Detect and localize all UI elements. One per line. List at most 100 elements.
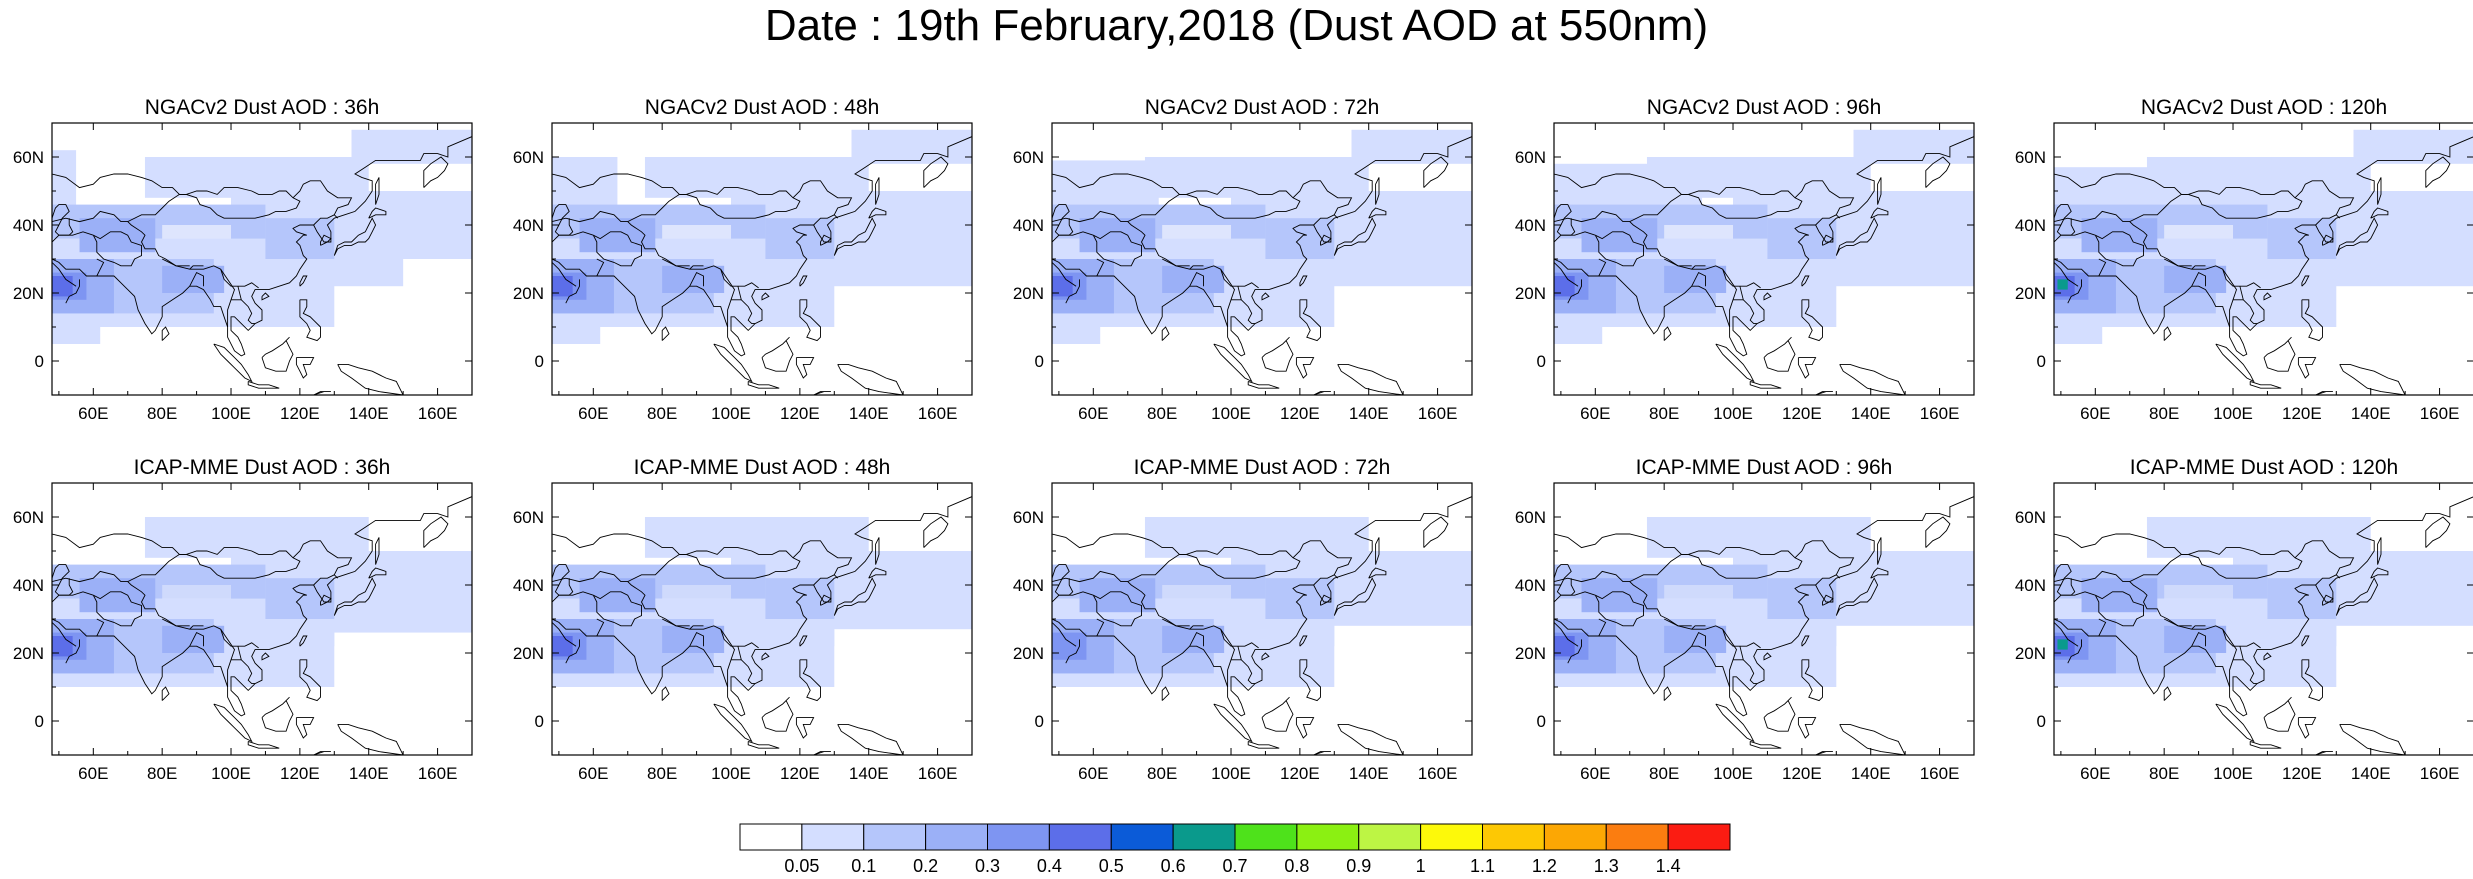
- lon-tick-label: 60E: [1580, 404, 1610, 423]
- dust-aod-map: 60E 80E 100E 120E 140E 160E 60N 40N 20N 0: [2015, 122, 2473, 423]
- dust-aod-map: 60E 80E 100E 120E 140E 160E 60N 40N 20N 0: [513, 122, 973, 423]
- colorbar-swatch: [1110, 823, 1174, 851]
- coastlines: [552, 136, 972, 395]
- lon-tick-label: 100E: [1211, 404, 1251, 423]
- lon-tick-label: 160E: [2420, 764, 2460, 783]
- lat-tick-label: 0: [35, 712, 44, 731]
- map-panel: NGACv2 Dust AOD : 48h 60E 80E 100E 120E 140E 1…: [500, 95, 973, 423]
- colorbar-label: 1.1: [1470, 856, 1495, 876]
- aod-field: [52, 129, 472, 344]
- lon-tick-label: 100E: [1211, 764, 1251, 783]
- lon-tick-label: 120E: [280, 404, 320, 423]
- lon-tick-label: 160E: [418, 764, 458, 783]
- lat-tick-label: 40N: [2015, 216, 2046, 235]
- lon-tick-label: 160E: [918, 764, 958, 783]
- lon-tick-label: 80E: [647, 764, 677, 783]
- lon-tick-label: 100E: [711, 764, 751, 783]
- lon-tick-label: 160E: [2420, 404, 2460, 423]
- lon-tick-label: 140E: [1349, 404, 1389, 423]
- lon-tick-label: 80E: [147, 404, 177, 423]
- lat-tick-label: 60N: [513, 148, 544, 167]
- lat-tick-label: 60N: [1515, 508, 1546, 527]
- colorbar: 0.05 0.1 0.2 0.3 0.4 0.5 0.6 0.7 0.8 0.9 1 1.1 1.2 1.…: [739, 822, 1731, 876]
- coastlines: [552, 496, 972, 755]
- panel-title: NGACv2 Dust AOD : 48h: [644, 96, 880, 119]
- lon-tick-label: 60E: [2080, 404, 2110, 423]
- colorbar-label: 0.4: [1037, 856, 1062, 876]
- lat-tick-label: 60N: [2015, 148, 2046, 167]
- colorbar-label: 0.8: [1284, 856, 1309, 876]
- lon-tick-label: 100E: [711, 404, 751, 423]
- aod-field: [2054, 517, 2473, 687]
- lon-tick-label: 60E: [78, 764, 108, 783]
- colorbar-swatch: [1296, 823, 1360, 851]
- coastlines: [2054, 136, 2473, 395]
- lon-tick-label: 160E: [1418, 764, 1458, 783]
- dust-aod-map: 60E 80E 100E 120E 140E 160E 60N 40N 20N 0: [1515, 122, 1975, 423]
- lon-tick-label: 120E: [1782, 404, 1822, 423]
- lat-tick-label: 40N: [13, 576, 44, 595]
- panel-title: ICAP-MME Dust AOD : 120h: [2129, 456, 2399, 479]
- map-panel: ICAP-MME Dust AOD : 72h 60E 80E 100E 120E 140…: [1000, 455, 1473, 783]
- colorbar-swatch: [987, 823, 1050, 851]
- coastlines: [1052, 496, 1472, 755]
- lon-tick-label: 60E: [1078, 764, 1108, 783]
- dust-aod-map: 60E 80E 100E 120E 140E 160E 60N 40N 20N 0: [513, 482, 973, 783]
- lat-tick-label: 20N: [2015, 644, 2046, 663]
- lat-tick-label: 60N: [513, 508, 544, 527]
- lon-tick-label: 100E: [1713, 404, 1753, 423]
- colorbar-swatch: [1234, 823, 1298, 851]
- lat-tick-label: 60N: [1013, 508, 1044, 527]
- dust-aod-map: 60E 80E 100E 120E 140E 160E 60N 40N 20N 0: [1515, 482, 1975, 783]
- colorbar-label: 0.6: [1161, 856, 1186, 876]
- colorbar-label: 0.2: [913, 856, 938, 876]
- lat-tick-label: 40N: [1515, 576, 1546, 595]
- lat-tick-label: 20N: [513, 644, 544, 663]
- colorbar-swatch: [1667, 823, 1731, 851]
- lon-tick-label: 120E: [780, 404, 820, 423]
- lon-tick-label: 140E: [2351, 404, 2391, 423]
- coastlines: [1554, 136, 1974, 395]
- lat-tick-label: 40N: [2015, 576, 2046, 595]
- lon-tick-label: 140E: [1851, 764, 1891, 783]
- lon-tick-label: 120E: [2282, 404, 2322, 423]
- lat-tick-label: 0: [2037, 712, 2046, 731]
- lon-tick-label: 60E: [1078, 404, 1108, 423]
- figure-title: Date : 19th February,2018 (Dust AOD at 5…: [764, 1, 1709, 50]
- panel-title: ICAP-MME Dust AOD : 48h: [633, 456, 891, 479]
- colorbar-swatch: [801, 823, 865, 851]
- map-panel: NGACv2 Dust AOD : 36h 60E 80E 100E 120E 140E 1…: [0, 95, 473, 423]
- lon-tick-label: 140E: [849, 764, 889, 783]
- lon-tick-label: 60E: [578, 764, 608, 783]
- lon-tick-label: 100E: [2213, 764, 2253, 783]
- lat-tick-label: 0: [535, 712, 544, 731]
- map-panel: NGACv2 Dust AOD : 72h 60E 80E 100E 120E 140E 1…: [1000, 95, 1473, 423]
- lon-tick-label: 140E: [349, 764, 389, 783]
- map-panel: ICAP-MME Dust AOD : 96h 60E 80E 100E 120E 140…: [1502, 455, 1975, 783]
- lat-tick-label: 40N: [13, 216, 44, 235]
- lat-tick-label: 20N: [1013, 644, 1044, 663]
- lat-tick-label: 40N: [1013, 576, 1044, 595]
- lon-tick-label: 100E: [1713, 764, 1753, 783]
- colorbar-swatch: [1420, 823, 1483, 851]
- lon-tick-label: 120E: [280, 764, 320, 783]
- lon-tick-label: 140E: [1851, 404, 1891, 423]
- lon-tick-label: 120E: [1280, 404, 1320, 423]
- lon-tick-label: 140E: [349, 404, 389, 423]
- colorbar-label: 1: [1416, 856, 1426, 876]
- lat-tick-label: 0: [35, 352, 44, 371]
- lon-tick-label: 80E: [147, 764, 177, 783]
- lon-tick-label: 80E: [1147, 404, 1177, 423]
- colorbar-label: 0.3: [975, 856, 1000, 876]
- colorbar-label: 1.4: [1656, 856, 1681, 876]
- panel-title: NGACv2 Dust AOD : 96h: [1646, 96, 1882, 119]
- lon-tick-label: 100E: [211, 404, 251, 423]
- panel-title: ICAP-MME Dust AOD : 36h: [133, 456, 391, 479]
- panel-title: ICAP-MME Dust AOD : 96h: [1635, 456, 1893, 479]
- lon-tick-label: 160E: [418, 404, 458, 423]
- colorbar-swatch: [1482, 823, 1545, 851]
- lat-tick-label: 20N: [1515, 644, 1546, 663]
- dust-aod-map: 60E 80E 100E 120E 140E 160E 60N 40N 20N 0: [2015, 482, 2473, 783]
- colorbar-label: 1.3: [1594, 856, 1619, 876]
- lat-tick-label: 0: [1035, 352, 1044, 371]
